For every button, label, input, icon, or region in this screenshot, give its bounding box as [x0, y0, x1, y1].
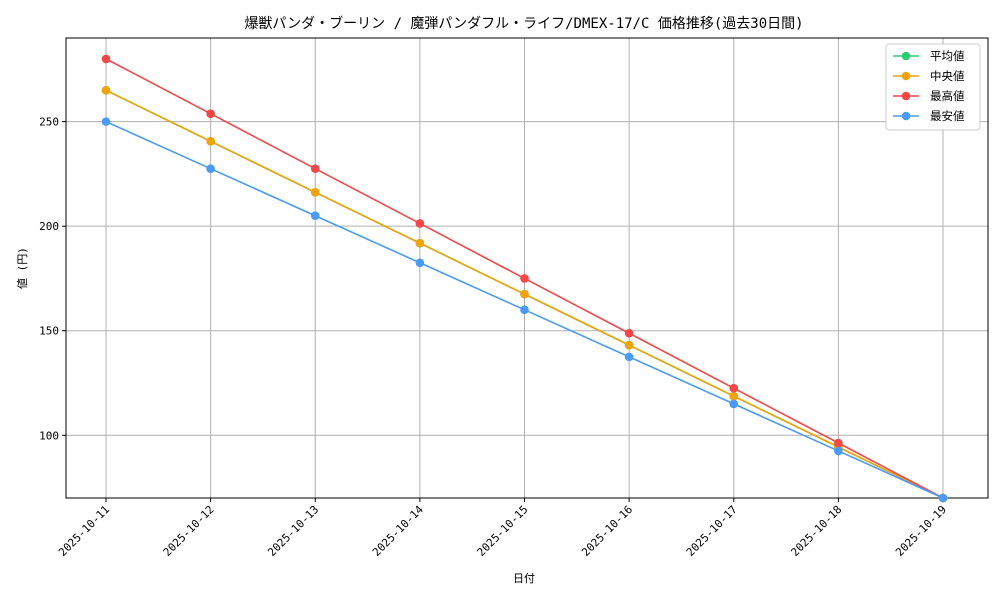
x-axis: 2025-10-11 2025-10-12 2025-10-13 2025-10-14… — [56, 498, 949, 559]
legend-box — [885, 43, 981, 131]
y-axis-label: 値 (円) — [16, 247, 29, 289]
series-layer — [101, 54, 948, 503]
data-point — [206, 109, 215, 118]
data-point — [206, 164, 215, 173]
data-point — [310, 211, 320, 221]
grid — [66, 38, 988, 498]
x-tick-label: 2025-10-15 — [475, 503, 531, 559]
y-tick-label: 200 — [39, 220, 59, 233]
x-tick-label: 2025-10-16 — [579, 503, 635, 559]
y-axis: 100 150 200 250 — [39, 116, 66, 442]
data-point — [729, 399, 739, 409]
x-tick-label: 2025-10-12 — [161, 503, 217, 559]
legend-swatch-marker — [901, 111, 911, 121]
x-tick-label: 2025-10-14 — [370, 503, 426, 559]
x-tick-label: 2025-10-18 — [788, 503, 844, 559]
legend-label: 最安値 — [930, 109, 965, 123]
y-tick-label: 250 — [39, 116, 59, 129]
data-point — [415, 258, 425, 268]
legend-label: 中央値 — [930, 69, 965, 83]
legend-swatch-marker — [901, 91, 911, 101]
data-point — [206, 136, 215, 146]
x-tick-label: 2025-10-19 — [893, 503, 949, 559]
data-point — [310, 188, 320, 197]
data-point — [520, 305, 529, 315]
legend-label: 平均値 — [930, 49, 965, 63]
y-tick-label: 100 — [39, 429, 59, 442]
data-point — [624, 352, 634, 362]
data-point — [624, 328, 634, 338]
legend-swatch-marker — [901, 51, 911, 61]
data-point — [520, 289, 529, 299]
data-point — [624, 340, 634, 350]
plot-area-frame — [65, 37, 989, 499]
x-tick-label: 2025-10-13 — [265, 503, 321, 559]
data-point — [834, 446, 843, 456]
y-tick-label: 150 — [39, 325, 59, 338]
legend-label: 最高値 — [930, 89, 965, 103]
x-tick-label: 2025-10-17 — [684, 503, 740, 559]
data-point — [101, 54, 111, 64]
data-point — [415, 219, 425, 228]
data-point — [729, 391, 739, 401]
data-point — [415, 238, 425, 248]
data-point — [101, 85, 111, 95]
chart-title: 爆獣パンダ・ブーリン / 魔弾パンダフル・ライフ/DMEX-17/C 価格推移(… — [244, 15, 803, 32]
data-point — [729, 383, 739, 393]
data-point — [938, 493, 948, 503]
data-point — [834, 438, 843, 448]
x-axis-label: 日付 — [513, 572, 535, 585]
data-point — [520, 274, 529, 283]
data-point — [310, 164, 320, 173]
data-point — [101, 117, 111, 126]
legend-swatch-marker — [901, 71, 911, 81]
x-tick-label: 2025-10-11 — [56, 503, 112, 559]
